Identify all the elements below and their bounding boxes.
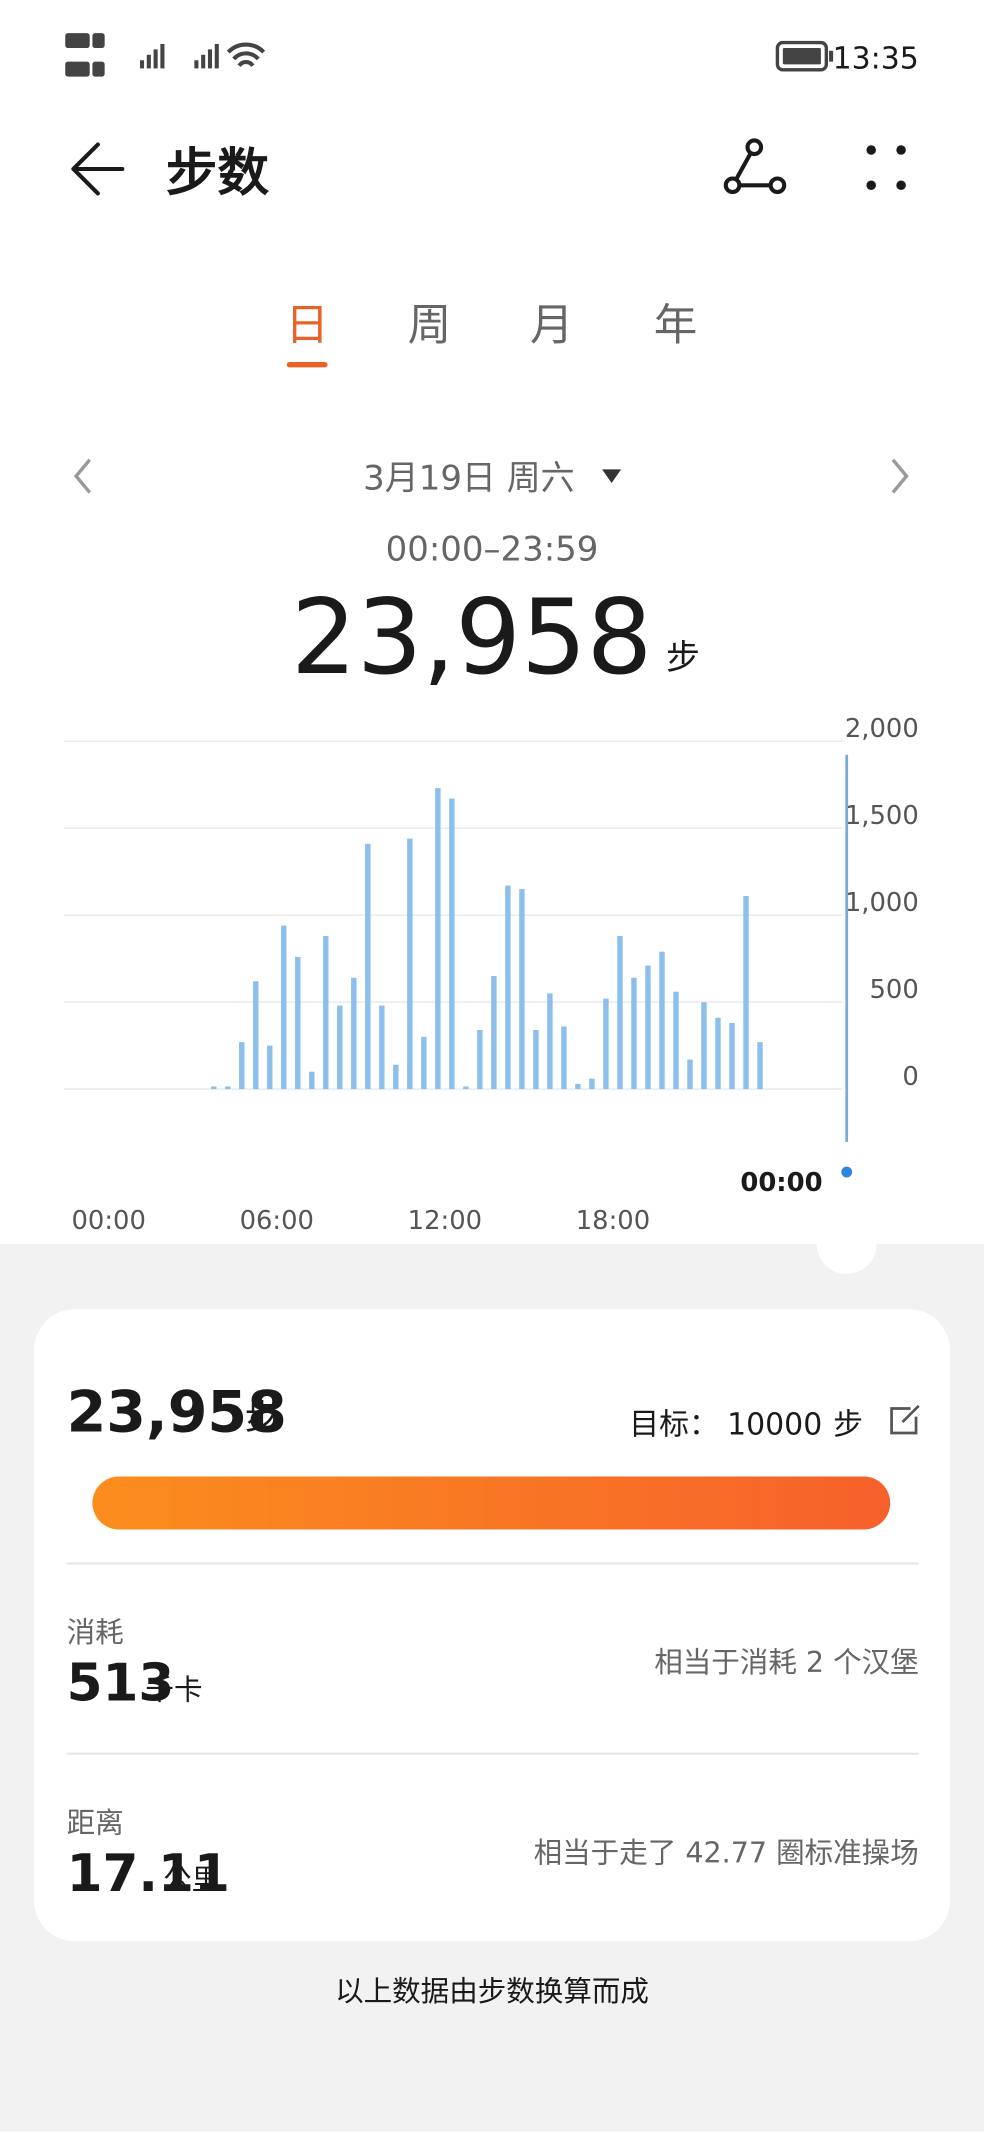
x-tick-label: 12:00	[408, 1206, 482, 1236]
bar	[295, 956, 301, 1090]
y-tick-label: 500	[869, 975, 918, 1005]
progress-bar	[92, 1476, 891, 1530]
bar	[659, 951, 665, 1090]
bar	[715, 1017, 721, 1090]
bar	[435, 788, 441, 1090]
x-tick-label: 00:00	[72, 1206, 146, 1236]
steps-unit: 步	[245, 1398, 279, 1438]
x-tick-label: 06:00	[240, 1206, 314, 1236]
bar	[407, 838, 413, 1090]
footer-note: 以上数据由步数换算而成	[335, 1975, 649, 2008]
tab[interactable]: 周	[408, 301, 452, 351]
bar	[323, 936, 329, 1090]
distance-label: 距离	[67, 1807, 124, 1840]
calories-unit: 千卡	[145, 1673, 202, 1706]
bar	[225, 1086, 231, 1090]
bar	[393, 1064, 399, 1090]
back-button[interactable]	[71, 142, 125, 196]
time-range: 00:00–23:59	[386, 529, 599, 569]
bar	[253, 981, 259, 1090]
bar	[505, 885, 511, 1090]
bar	[449, 798, 455, 1090]
bar	[617, 936, 623, 1090]
bar	[603, 998, 609, 1090]
y-tick-label: 1,000	[845, 888, 919, 918]
goal-label: 目标：	[629, 1407, 719, 1442]
more-button[interactable]	[866, 145, 906, 191]
distance-comparison: 相当于走了 42.77 圈标准操场	[534, 1836, 919, 1869]
distance-unit: 公里	[163, 1864, 220, 1897]
tab[interactable]: 月	[530, 301, 574, 351]
page-title: 步数	[166, 144, 270, 204]
bar	[561, 1026, 567, 1090]
clock: 13:35	[833, 41, 919, 76]
calories-value: 513	[67, 1654, 175, 1714]
cursor-label: 00:00	[740, 1168, 822, 1198]
total-steps: 23,958	[291, 578, 652, 698]
goal-value: 10000	[727, 1407, 822, 1442]
status-icons	[65, 33, 834, 77]
bar	[631, 977, 637, 1090]
bar	[365, 843, 371, 1090]
bar	[351, 977, 357, 1090]
y-tick-label: 0	[902, 1062, 918, 1092]
y-tick-label: 1,500	[845, 801, 919, 831]
x-tick-label: 18:00	[576, 1206, 650, 1236]
calories-label: 消耗	[67, 1616, 124, 1649]
bar	[701, 1002, 707, 1090]
bar	[687, 1059, 693, 1090]
bar	[729, 1022, 735, 1090]
bar	[281, 925, 287, 1090]
dropdown-icon[interactable]	[602, 469, 622, 483]
step-chart: 0 500 1,000 1,500 2,000 00:00 06:00 12:00 18:00	[63, 714, 919, 1236]
bar	[743, 896, 749, 1090]
prev-day[interactable]	[73, 458, 92, 494]
y-tick-label: 2,000	[845, 714, 919, 744]
bar	[645, 965, 651, 1090]
bar	[267, 1045, 273, 1090]
date-picker[interactable]: 3月19日 周六	[363, 459, 575, 499]
bar	[547, 993, 553, 1090]
steps-value: 23,958	[67, 1380, 287, 1446]
tab[interactable]: 年	[654, 301, 698, 351]
edit-goal[interactable]	[890, 1404, 920, 1435]
next-day[interactable]	[891, 458, 909, 494]
bar	[477, 1029, 483, 1090]
calories-comparison: 相当于消耗 2 个汉堡	[654, 1646, 919, 1679]
tab-indicator	[286, 361, 328, 368]
tab[interactable]: 日	[285, 301, 328, 351]
total-unit: 步	[666, 638, 700, 678]
bar	[211, 1086, 217, 1090]
bar	[309, 1071, 315, 1090]
bar	[337, 1005, 343, 1090]
bar	[491, 976, 497, 1090]
summary-card	[33, 1309, 951, 1942]
bar	[519, 889, 525, 1090]
bar	[463, 1086, 469, 1090]
bar	[575, 1083, 581, 1090]
bar	[379, 1005, 385, 1090]
bar	[533, 1029, 539, 1090]
bar	[421, 1036, 427, 1090]
bar	[239, 1042, 245, 1090]
track-button[interactable]	[723, 138, 787, 195]
goal-unit: 步	[833, 1407, 863, 1442]
bar	[589, 1078, 595, 1090]
cursor-dot	[841, 1166, 853, 1178]
slider-handle[interactable]	[816, 1214, 877, 1274]
bar	[673, 991, 679, 1090]
bar	[757, 1042, 763, 1090]
distance-value: 17.11	[67, 1844, 230, 1904]
